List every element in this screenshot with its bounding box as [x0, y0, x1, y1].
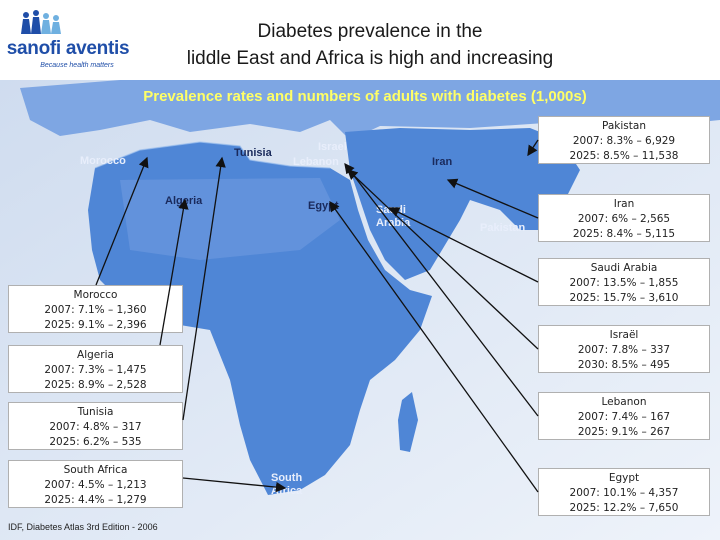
callout-pakistan-2025: 2025: 8.5% – 11,538 — [569, 150, 679, 162]
map-label-south-line2: Africa — [271, 485, 303, 497]
slide-title: Diabetes prevalence in the liddle East a… — [140, 18, 600, 72]
callout-lebanon-2007: 2007: 7.4% – 167 — [577, 411, 671, 423]
map-label-tunisia: Tunisia — [234, 147, 272, 159]
europe-land — [20, 80, 720, 140]
callout-pakistan-2007: 2007: 8.3% – 6,929 — [572, 135, 676, 147]
source-citation: IDF, Diabetes Atlas 3rd Edition - 2006 — [8, 522, 158, 532]
callout-iran-2007: 2007: 6% – 2,565 — [577, 213, 671, 225]
map-label-saudi-arabia: Saudi Arabia — [376, 204, 410, 230]
callout-israel-2030: 2030: 8.5% – 495 — [577, 359, 671, 371]
callout-pakistan: Pakistan 2007: 8.3% – 6,929 2025: 8.5% –… — [538, 116, 710, 164]
logo-text: sanofi aventis — [6, 38, 130, 59]
map-label-saudi-line1: Saudi — [376, 204, 406, 216]
callout-morocco-2025: 2025: 9.1% – 2,396 — [44, 319, 147, 331]
callout-lebanon: Lebanon 2007: 7.4% – 167 2025: 9.1% – 26… — [538, 392, 710, 440]
callout-morocco-name: Morocco — [73, 289, 118, 301]
callout-tunisia-name: Tunisia — [77, 406, 114, 418]
callout-tunisia-2025: 2025: 6.2% – 535 — [49, 436, 142, 448]
callout-saudi-2007: 2007: 13.5% – 1,855 — [569, 277, 679, 289]
callout-iran-2025: 2025: 8.4% – 5,115 — [572, 228, 676, 240]
callout-south-africa: South Africa 2007: 4.5% – 1,213 2025: 4.… — [8, 460, 183, 508]
map-label-algeria: Algeria — [165, 195, 203, 207]
callout-egypt-2007: 2007: 10.1% – 4,357 — [569, 487, 679, 499]
callout-iran: Iran 2007: 6% – 2,565 2025: 8.4% – 5,115 — [538, 194, 710, 242]
slide-subtitle: Prevalence rates and numbers of adults w… — [143, 88, 587, 105]
callout-tunisia-2007: 2007: 4.8% – 317 — [49, 421, 142, 433]
map-label-south-line1: South — [271, 472, 303, 484]
logo-figures-icon — [21, 10, 61, 34]
callout-egypt: Egypt 2007: 10.1% – 4,357 2025: 12.2% – … — [538, 468, 710, 516]
title-line-1: Diabetes prevalence in the — [257, 21, 483, 42]
callout-pakistan-name: Pakistan — [602, 120, 646, 132]
callout-lebanon-2025: 2025: 9.1% – 267 — [577, 426, 671, 438]
callout-south-africa-2007: 2007: 4.5% – 1,213 — [44, 479, 147, 491]
map-label-pakistan: Pakistan — [480, 222, 526, 234]
callout-israel: Israël 2007: 7.8% – 337 2030: 8.5% – 495 — [538, 325, 710, 373]
logo-tagline: Because health matters — [40, 62, 114, 69]
callout-saudi-arabia: Saudi Arabia 2007: 13.5% – 1,855 2025: 1… — [538, 258, 710, 306]
callout-south-africa-2025: 2025: 4.4% – 1,279 — [44, 494, 147, 506]
map-label-lebanon: Lebanon — [293, 156, 339, 168]
callout-egypt-2025: 2025: 12.2% – 7,650 — [569, 502, 679, 514]
map-label-egypt: Egypt — [308, 200, 339, 212]
callout-saudi-2025: 2025: 15.7% – 3,610 — [569, 292, 679, 304]
callout-tunisia: Tunisia 2007: 4.8% – 317 2025: 6.2% – 53… — [8, 402, 183, 450]
callout-iran-name: Iran — [613, 198, 635, 210]
map-label-morocco: Morocco — [80, 155, 126, 167]
callout-algeria: Algeria 2007: 7.3% – 1,475 2025: 8.9% – … — [8, 345, 183, 393]
callout-lebanon-name: Lebanon — [601, 396, 647, 408]
callout-saudi-name: Saudi Arabia — [590, 262, 658, 274]
callout-algeria-name: Algeria — [77, 349, 114, 361]
callout-morocco: Morocco 2007: 7.1% – 1,360 2025: 9.1% – … — [8, 285, 183, 333]
map-label-iran: Iran — [432, 156, 453, 168]
callout-algeria-2007: 2007: 7.3% – 1,475 — [44, 364, 147, 376]
sanofi-aventis-logo: sanofi aventis Because health matters — [4, 8, 132, 78]
callout-morocco-2007: 2007: 7.1% – 1,360 — [44, 304, 147, 316]
map-label-south-africa: South Africa — [271, 472, 302, 498]
title-line-2: liddle East and Africa is high and incre… — [186, 48, 554, 69]
map-label-israel: Israel — [318, 141, 347, 153]
callout-israel-name: Israël — [609, 329, 639, 341]
callout-egypt-name: Egypt — [608, 472, 640, 484]
callout-south-africa-name: South Africa — [63, 464, 128, 476]
callout-israel-2007: 2007: 7.8% – 337 — [577, 344, 671, 356]
coast-highlight — [94, 141, 331, 169]
callout-algeria-2025: 2025: 8.9% – 2,528 — [44, 379, 147, 391]
map-label-saudi-line2: Arabia — [376, 217, 411, 229]
